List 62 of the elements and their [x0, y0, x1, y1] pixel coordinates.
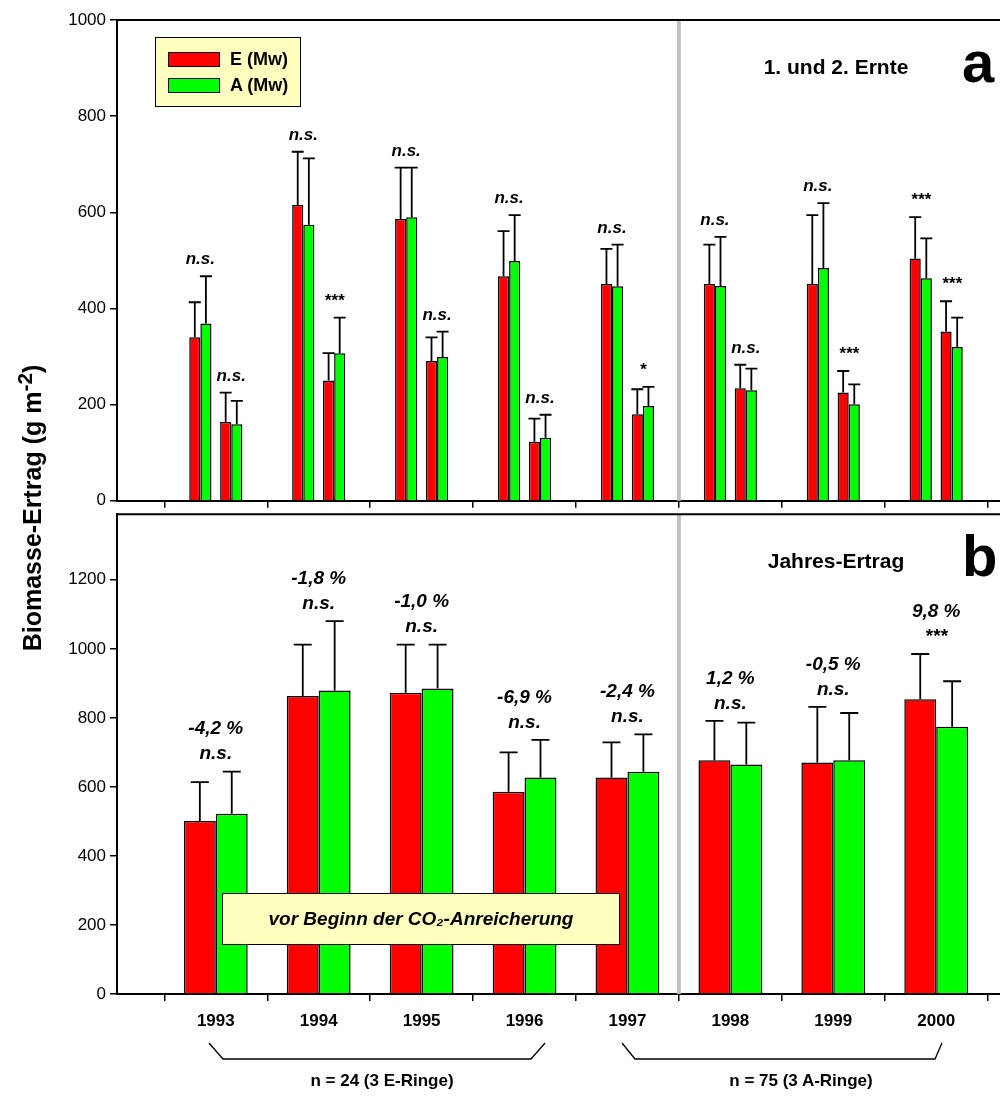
x-tick-label: 1998	[711, 1010, 750, 1030]
y-tick-label: 800	[77, 105, 106, 125]
annotation: *	[639, 360, 648, 380]
annotation: n.s.	[731, 337, 761, 357]
annotation: n.s.	[216, 365, 246, 385]
annotation: n.s.	[508, 710, 541, 732]
annotation: n.s.	[611, 705, 644, 727]
annotation: n.s.	[391, 140, 421, 160]
legend-label: E (Mw)	[230, 48, 288, 70]
y-tick-label: 400	[77, 298, 106, 318]
y-tick-label: 0	[96, 983, 106, 1003]
x-tick-label: 1997	[608, 1010, 647, 1030]
annotation: n.s.	[597, 217, 627, 237]
y-tick-label: 1200	[68, 569, 106, 589]
annotation: n.s.	[199, 742, 233, 764]
annotation: ***	[910, 190, 933, 210]
annotation: -2,4 %	[599, 680, 656, 702]
annotation: n.s.	[185, 249, 216, 269]
y-tick-label: 600	[77, 202, 106, 222]
annotation: n.s.	[525, 387, 555, 407]
annotation: n.s.	[405, 615, 438, 637]
x-tick-label: 1994	[299, 1010, 339, 1030]
annotation: -6,9 %	[497, 685, 553, 707]
x-tick-label: 1999	[814, 1010, 853, 1030]
text: n = 24 (3 E-Ringe)	[310, 1071, 454, 1091]
y-tick-label: 800	[77, 707, 106, 727]
annotation: n.s.	[288, 124, 318, 144]
y-tick-label: 0	[96, 490, 106, 510]
annotation: 1,2 %	[706, 666, 755, 688]
annotation: n.s.	[422, 304, 452, 324]
y-tick-label: 200	[77, 394, 106, 414]
x-tick-label: 1993	[196, 1010, 235, 1030]
annotation: ***	[324, 290, 346, 310]
annotation: n.s.	[816, 677, 850, 699]
annotation: ***	[941, 274, 963, 294]
annotation: ***	[838, 344, 861, 364]
annotation: -0,5 %	[805, 652, 861, 674]
annotation: b	[962, 523, 998, 589]
text: 1. und 2. Ernte	[763, 54, 909, 78]
annotation: -1,8 %	[291, 566, 347, 588]
y-tick-label: 1000	[68, 638, 106, 658]
annotation: -4,2 %	[188, 717, 244, 739]
annotation: n.s.	[803, 176, 833, 196]
y-tick-label: 1000	[68, 9, 106, 29]
y-tick-label: 600	[77, 776, 106, 796]
annotation: n.s.	[714, 691, 747, 713]
annotation: n.s.	[494, 188, 524, 208]
x-tick-label: 1996	[505, 1010, 544, 1030]
x-tick-label: 1995	[402, 1010, 441, 1030]
annotation: n.s.	[700, 210, 730, 230]
y-tick-label: 400	[77, 845, 106, 865]
legend-label: A (Mw)	[230, 74, 289, 96]
annotation: n.s.	[302, 591, 336, 613]
annotation: ***	[925, 624, 949, 646]
annotation: a	[962, 29, 995, 94]
y-tick-label: 200	[77, 914, 106, 934]
text: n = 75 (3 A-Ringe)	[729, 1071, 873, 1091]
annotation: 9,8 %	[911, 599, 961, 621]
annotation: -1,0 %	[394, 590, 450, 612]
note-box: vor Beginn der CO₂-Anreicherung	[222, 893, 620, 945]
text: Jahres-Ertrag	[767, 549, 905, 572]
x-tick-label: 2000	[917, 1010, 956, 1030]
